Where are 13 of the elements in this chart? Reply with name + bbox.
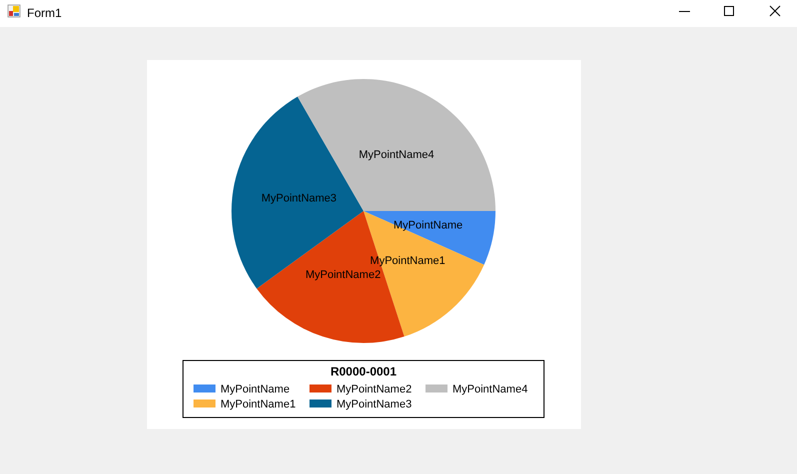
- legend-label: MyPointName4: [452, 384, 528, 396]
- slice-label: MyPointName2: [306, 268, 381, 281]
- slice-label: MyPointName1: [370, 255, 446, 268]
- pie-slice: [364, 211, 496, 265]
- slice-label: MyPointName4: [358, 148, 434, 161]
- slice-label: MyPointName: [394, 220, 463, 232]
- legend-label: MyPointName: [220, 384, 290, 396]
- legend-label: MyPointName1: [220, 398, 296, 410]
- slice-label: MyPointName3: [261, 192, 337, 204]
- legend-label: MyPointName3: [336, 398, 412, 410]
- legend-title: R0000-0001: [330, 364, 397, 378]
- text: Form1: [27, 6, 62, 20]
- legend-label: MyPointName2: [336, 384, 412, 396]
